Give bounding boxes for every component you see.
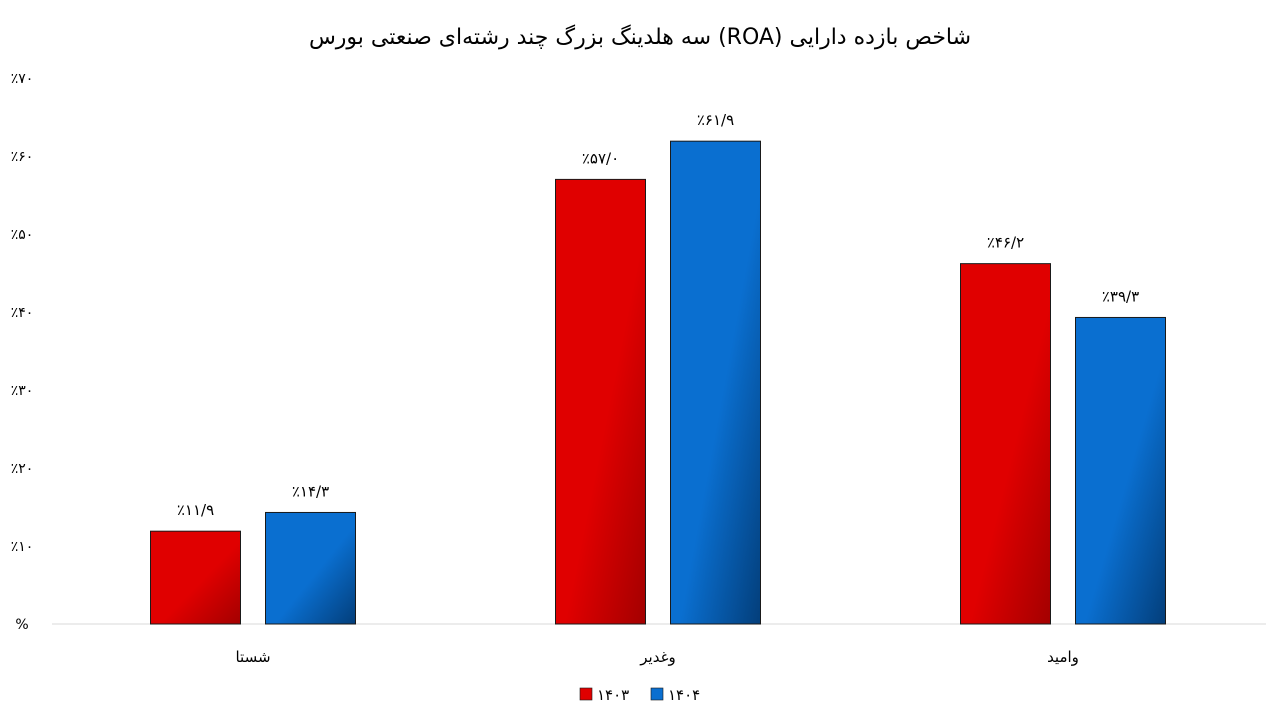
y-tick-label: ٪۲۰: [11, 461, 34, 477]
legend: ۱۴۰۳ ۱۴۰۴: [579, 686, 700, 704]
data-label: ٪۴۶/۲: [987, 234, 1024, 252]
y-tick-label: %: [15, 617, 28, 633]
y-tick-label: ٪۷۰: [11, 71, 34, 87]
y-tick-label: ٪۶۰: [11, 149, 34, 165]
y-tick-label: ٪۴۰: [11, 305, 34, 321]
data-label: ٪۱۴/۳: [292, 482, 329, 500]
y-tick-label: ٪۵۰: [11, 227, 34, 243]
bar: [265, 511, 356, 625]
legend-label: ۱۴۰۴: [668, 686, 700, 704]
legend-label: ۱۴۰۳: [597, 686, 629, 704]
bar: [1075, 316, 1166, 625]
bar: [670, 140, 761, 625]
data-labels-group: ٪۱۱/۹ ٪۱۴/۳ ٪۵۷/۰ ٪۶۱/۹ ٪۴۶/۲ ٪۳۹/۳: [177, 111, 1139, 519]
bars-group: [150, 140, 1166, 625]
category-label: شستا: [235, 648, 270, 666]
chart-title: شاخص بازده دارایی (ROA) سه هلدینگ بزرگ چ…: [309, 24, 971, 50]
bar: [150, 530, 241, 625]
data-label: ٪۶۱/۹: [697, 111, 734, 129]
data-label: ٪۱۱/۹: [177, 501, 214, 519]
y-axis-ticks: % ٪۱۰ ٪۲۰ ٪۳۰ ٪۴۰ ٪۵۰ ٪۶۰ ٪۷۰: [11, 71, 34, 633]
data-label: ٪۵۷/۰: [582, 149, 619, 167]
legend-swatch: [650, 687, 664, 701]
y-tick-label: ٪۳۰: [11, 383, 34, 399]
data-label: ٪۳۹/۳: [1102, 287, 1139, 305]
category-label: وامید: [1047, 648, 1079, 666]
legend-swatch: [579, 687, 593, 701]
y-tick-label: ٪۱۰: [11, 539, 34, 555]
category-label: وغدیر: [639, 648, 675, 666]
bar: [555, 178, 646, 625]
category-labels-group: شستا وغدیر وامید: [235, 648, 1078, 666]
bar: [960, 263, 1051, 625]
